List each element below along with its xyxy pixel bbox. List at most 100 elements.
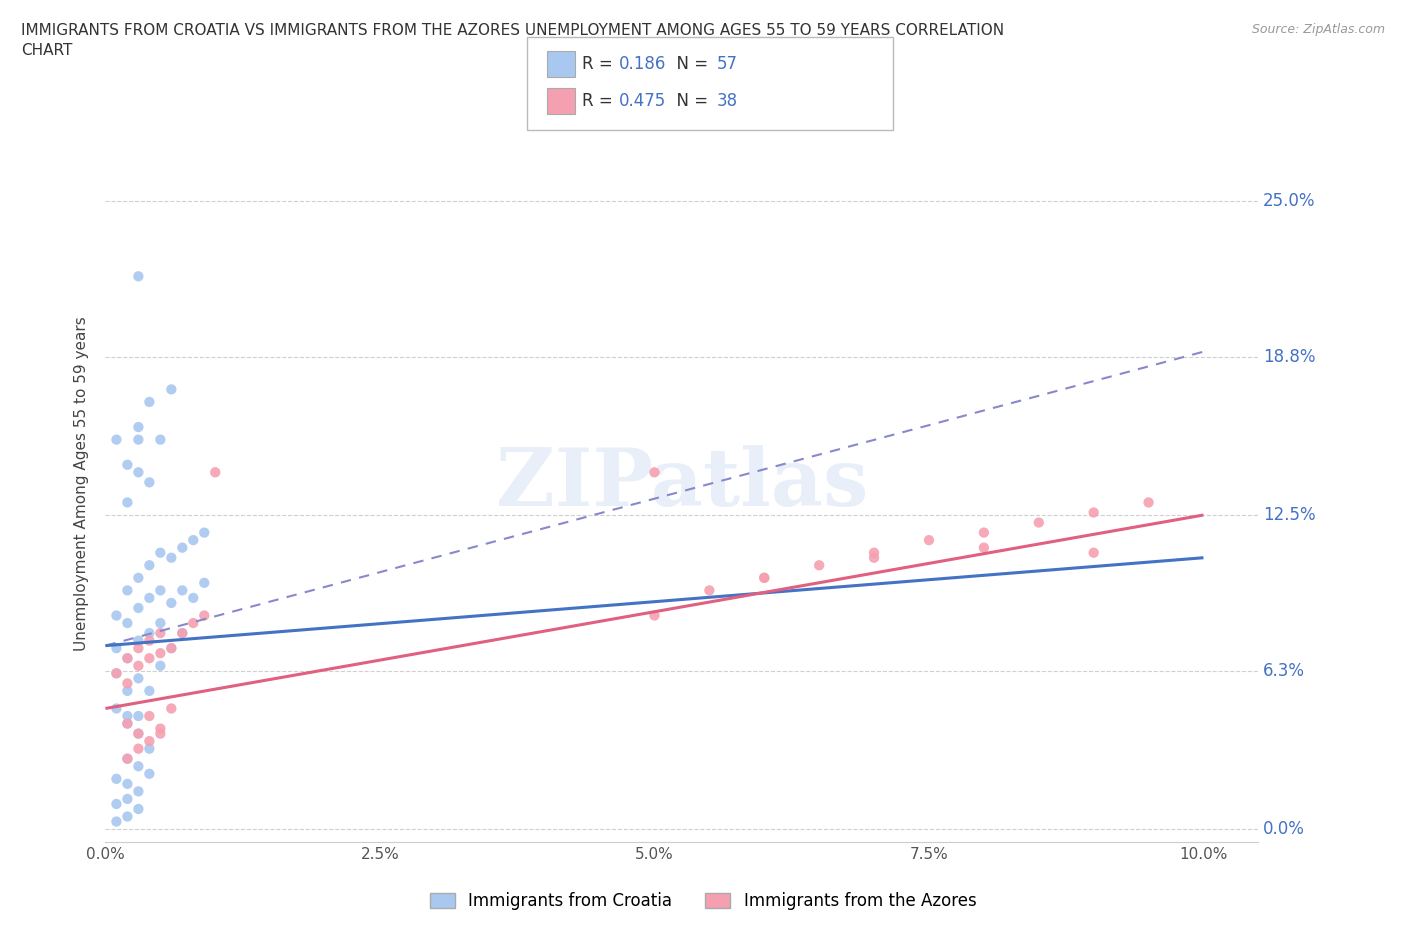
Point [808,558,831,573]
Point [138,734,160,749]
Point [117,751,139,766]
Point [105,814,128,829]
Point [172,540,194,555]
Point [754,570,776,585]
Point [138,394,160,409]
Point [172,583,194,598]
Point [127,633,149,648]
Point [149,545,172,560]
Point [127,726,149,741]
Point [138,766,160,781]
Point [105,666,128,681]
Point [117,777,139,791]
Point [138,626,160,641]
Point [117,495,139,510]
Point [973,540,995,555]
Point [127,709,149,724]
Point [193,576,215,591]
Point [127,269,149,284]
Point [754,570,776,585]
Point [138,558,160,573]
Text: 0.475: 0.475 [619,92,666,111]
Point [117,716,139,731]
Point [127,671,149,685]
Point [117,809,139,824]
Point [105,432,128,447]
Point [127,802,149,817]
Point [117,676,139,691]
Point [149,658,172,673]
Text: 6.3%: 6.3% [1263,662,1305,680]
Point [138,709,160,724]
Point [160,382,183,397]
Point [973,525,995,540]
Point [138,741,160,756]
Text: 0.186: 0.186 [619,55,666,73]
Point [117,458,139,472]
Point [643,608,665,623]
Point [117,791,139,806]
Point [149,726,172,741]
Point [117,709,139,724]
Point [193,608,215,623]
Text: ZIPatlas: ZIPatlas [496,445,868,523]
Point [138,684,160,698]
Point [117,583,139,598]
Point [204,465,226,480]
Point [127,601,149,616]
Point [160,595,183,610]
Point [127,419,149,434]
Point [105,666,128,681]
Point [127,465,149,480]
Point [105,771,128,786]
Text: IMMIGRANTS FROM CROATIA VS IMMIGRANTS FROM THE AZORES UNEMPLOYMENT AMONG AGES 55: IMMIGRANTS FROM CROATIA VS IMMIGRANTS FR… [21,23,1004,58]
Point [127,641,149,656]
Text: 38: 38 [717,92,738,111]
Point [149,626,172,641]
Point [863,551,886,565]
Point [160,641,183,656]
Point [193,525,215,540]
Point [117,616,139,631]
Point [149,432,172,447]
Point [127,741,149,756]
Point [127,726,149,741]
Point [127,432,149,447]
Point [105,701,128,716]
Point [127,658,149,673]
Point [181,591,204,605]
Point [172,626,194,641]
Text: 12.5%: 12.5% [1263,506,1316,524]
Legend: Immigrants from Croatia, Immigrants from the Azores: Immigrants from Croatia, Immigrants from… [423,885,983,917]
Point [863,545,886,560]
Point [172,626,194,641]
Point [1083,505,1105,520]
Point [160,701,183,716]
Text: 57: 57 [717,55,738,73]
Point [105,608,128,623]
Point [117,651,139,666]
Text: 0.0%: 0.0% [1263,820,1305,838]
Point [138,475,160,490]
Point [149,645,172,660]
Point [105,641,128,656]
Point [149,583,172,598]
Point [160,551,183,565]
Text: 18.8%: 18.8% [1263,348,1316,365]
Text: R =: R = [582,92,619,111]
Point [117,684,139,698]
Point [117,751,139,766]
Point [149,616,172,631]
Text: N =: N = [666,92,714,111]
Point [127,570,149,585]
Point [127,784,149,799]
Point [918,533,941,548]
Point [1083,545,1105,560]
Text: R =: R = [582,55,619,73]
Y-axis label: Unemployment Among Ages 55 to 59 years: Unemployment Among Ages 55 to 59 years [75,316,90,651]
Point [181,533,204,548]
Point [127,759,149,774]
Point [149,721,172,736]
Text: N =: N = [666,55,714,73]
Text: Source: ZipAtlas.com: Source: ZipAtlas.com [1251,23,1385,36]
